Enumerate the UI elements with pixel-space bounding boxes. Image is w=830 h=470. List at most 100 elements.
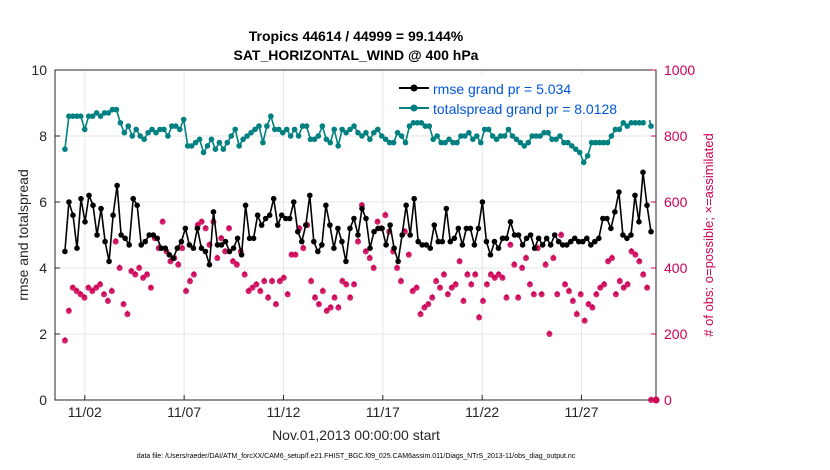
x-axis-ticks: 11/02 11/07 11/12 11/17 11/22 11/27 bbox=[68, 395, 599, 420]
rmse-point-7 bbox=[90, 202, 96, 209]
rmse-point-112 bbox=[511, 232, 518, 238]
spread-point-133 bbox=[588, 139, 595, 146]
rmse-point-36 bbox=[206, 261, 213, 268]
rmse-point-131 bbox=[588, 242, 594, 248]
obs-marker-25 bbox=[159, 218, 166, 225]
spread-point-45 bbox=[240, 136, 246, 143]
spread-point-120 bbox=[537, 133, 543, 139]
rmse-point-19 bbox=[138, 242, 145, 248]
rmse-point-118 bbox=[535, 235, 542, 242]
obs-marker-47 bbox=[245, 288, 252, 295]
rmse-point-109 bbox=[499, 235, 506, 242]
rmse-point-60 bbox=[302, 222, 309, 228]
spread-point-77 bbox=[367, 136, 373, 143]
obs-marker-115 bbox=[511, 261, 518, 268]
obs-marker-7 bbox=[89, 288, 96, 295]
rmse-point-56 bbox=[286, 215, 293, 222]
rmse-point-42 bbox=[230, 245, 237, 251]
rmse-point-117 bbox=[531, 245, 538, 251]
spread-point-111 bbox=[501, 133, 508, 139]
obs-marker-149 bbox=[644, 284, 651, 291]
obs-marker-55 bbox=[276, 278, 283, 285]
rmse-point-13 bbox=[114, 182, 120, 189]
spread-point-63 bbox=[311, 136, 318, 143]
rmse-point-70 bbox=[343, 258, 349, 265]
x-tick-label-1: 11/07 bbox=[167, 404, 201, 420]
obs-marker-117 bbox=[519, 265, 526, 271]
rmse-point-146 bbox=[648, 228, 654, 235]
spread-point-9 bbox=[97, 113, 104, 119]
rmse-point-11 bbox=[106, 258, 112, 265]
rmse-point-97 bbox=[451, 235, 458, 242]
obs-marker-122 bbox=[538, 291, 545, 298]
rmse-point-128 bbox=[575, 238, 582, 245]
spread-point-41 bbox=[224, 139, 231, 146]
spread-point-87 bbox=[406, 123, 413, 129]
obs-marker-32 bbox=[186, 278, 193, 285]
rmse-point-80 bbox=[383, 242, 389, 248]
obs-marker-46 bbox=[241, 271, 248, 278]
rmse-point-125 bbox=[563, 242, 570, 248]
spread-point-64 bbox=[315, 133, 322, 139]
spread-point-105 bbox=[477, 139, 484, 146]
rmse-point-140 bbox=[624, 235, 630, 242]
rmse-point-103 bbox=[475, 225, 482, 232]
obs-marker-86 bbox=[397, 278, 404, 285]
spread-point-73 bbox=[351, 123, 357, 129]
y2-tick-label-0: 0 bbox=[664, 392, 672, 408]
rmse-point-102 bbox=[471, 242, 478, 248]
x-tick-label-5: 11/27 bbox=[564, 404, 598, 420]
obs-marker-14 bbox=[116, 265, 123, 271]
obs-marker-13 bbox=[112, 238, 119, 245]
spread-point-99 bbox=[454, 139, 460, 146]
obs-marker-107 bbox=[480, 298, 487, 304]
obs-marker-104 bbox=[468, 281, 475, 288]
spread-point-84 bbox=[394, 129, 401, 136]
obs-marker-6 bbox=[85, 284, 92, 291]
spread-point-58 bbox=[291, 126, 298, 133]
obs-marker-5 bbox=[81, 294, 88, 301]
rmse-point-114 bbox=[519, 242, 526, 248]
spread-point-109 bbox=[493, 136, 500, 143]
spread-point-76 bbox=[363, 129, 369, 136]
rmse-point-81 bbox=[387, 222, 393, 228]
obs-marker-89 bbox=[409, 288, 416, 295]
obs-marker-85 bbox=[394, 265, 401, 271]
obs-marker-139 bbox=[605, 258, 612, 265]
spread-point-52 bbox=[268, 113, 274, 119]
obs-marker-112 bbox=[499, 274, 506, 281]
spread-point-29 bbox=[176, 126, 183, 133]
spread-point-10 bbox=[101, 110, 108, 116]
spread-point-19 bbox=[137, 133, 143, 139]
spread-point-115 bbox=[517, 139, 524, 146]
obs-marker-2 bbox=[69, 284, 76, 291]
rmse-point-98 bbox=[455, 225, 462, 232]
spread-point-7 bbox=[89, 113, 96, 119]
spread-point-22 bbox=[149, 126, 155, 133]
rmse-point-96 bbox=[447, 238, 454, 245]
rmse-point-74 bbox=[359, 205, 365, 212]
spread-point-23 bbox=[153, 129, 159, 136]
spread-point-130 bbox=[576, 149, 583, 156]
spread-point-145 bbox=[636, 120, 642, 126]
obs-marker-134 bbox=[585, 301, 592, 308]
rmse-point-73 bbox=[355, 232, 361, 238]
obs-marker-98 bbox=[444, 291, 451, 298]
obs-marker-52 bbox=[265, 294, 272, 301]
obs-marker-41 bbox=[222, 248, 229, 255]
rmse-point-132 bbox=[592, 238, 598, 245]
rmse-point-104 bbox=[479, 199, 486, 205]
spread-point-100 bbox=[458, 133, 464, 139]
rmse-point-121 bbox=[547, 242, 554, 248]
obs-marker-54 bbox=[272, 301, 279, 308]
spread-point-17 bbox=[129, 133, 136, 139]
obs-marker-11 bbox=[104, 298, 111, 304]
legend-spread-marker bbox=[410, 104, 418, 112]
spread-point-34 bbox=[196, 136, 203, 143]
obs-marker-109 bbox=[487, 271, 494, 278]
rmse-point-113 bbox=[515, 232, 522, 238]
spread-point-135 bbox=[596, 139, 603, 146]
obs-marker-51 bbox=[261, 278, 268, 285]
obs-marker-48 bbox=[249, 284, 256, 291]
y2-tick-label-2: 400 bbox=[664, 260, 688, 276]
